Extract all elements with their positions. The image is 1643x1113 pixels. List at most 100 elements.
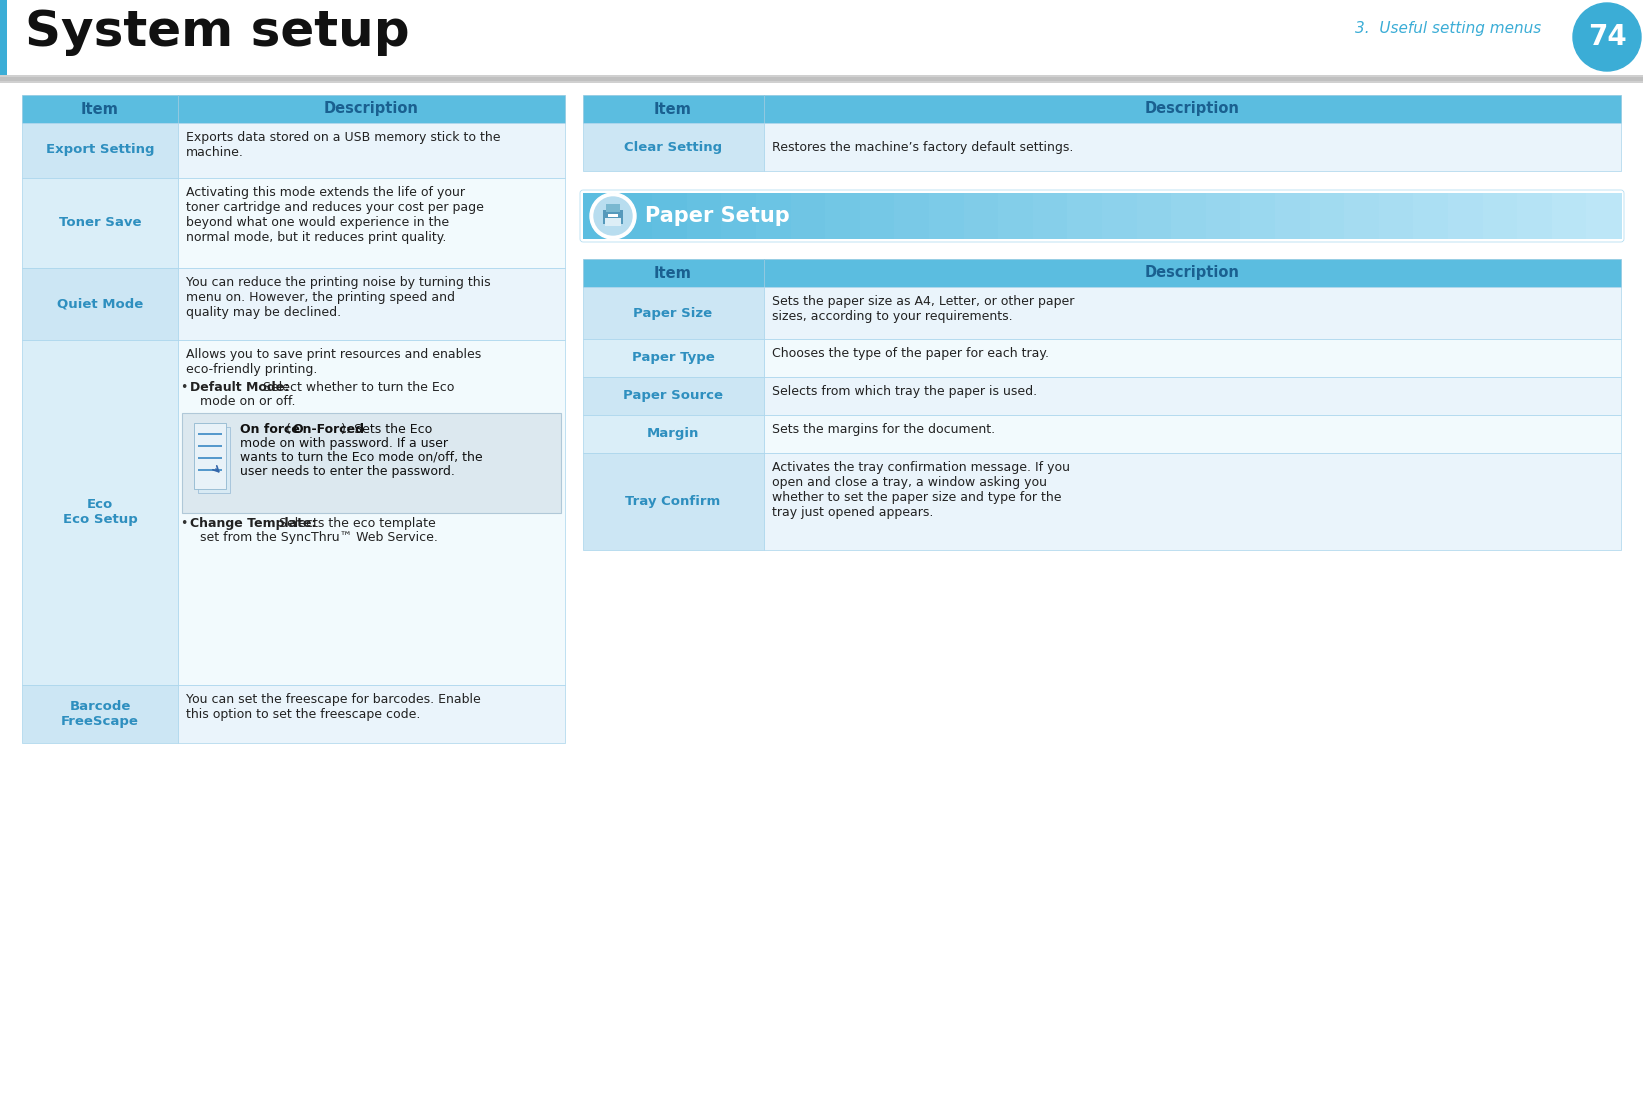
Bar (0, 0, 7, 75)
Bar (583, 287, 764, 339)
Bar (21, 684, 177, 743)
Bar (1516, 193, 1553, 239)
Text: Change Template:: Change Template: (191, 518, 317, 530)
Text: System setup: System setup (25, 8, 409, 56)
Text: Paper Setup: Paper Setup (646, 206, 790, 226)
Bar (721, 193, 757, 239)
Text: You can set the freescape for barcodes. Enable
this option to set the freescape : You can set the freescape for barcodes. … (186, 693, 481, 721)
Text: Paper Size: Paper Size (634, 306, 713, 319)
Circle shape (590, 193, 636, 239)
Bar (199, 433, 222, 435)
Bar (1447, 193, 1484, 239)
Bar (764, 124, 1622, 171)
Circle shape (595, 197, 633, 235)
Text: ): Sets the Eco: ): Sets the Eco (342, 423, 432, 436)
Text: You can reduce the printing noise by turning this
menu on. However, the printing: You can reduce the printing noise by tur… (186, 276, 491, 319)
Text: Restores the machine’s factory default settings.: Restores the machine’s factory default s… (772, 140, 1073, 154)
Bar (790, 193, 826, 239)
Text: 3.  Useful setting menus: 3. Useful setting menus (1355, 20, 1541, 36)
Bar (1413, 193, 1449, 239)
Text: user needs to enter the password.: user needs to enter the password. (240, 465, 455, 477)
Bar (1587, 193, 1622, 239)
Bar (21, 268, 177, 339)
Text: •: • (181, 518, 187, 530)
Text: wants to turn the Eco mode on/off, the: wants to turn the Eco mode on/off, the (240, 451, 483, 464)
Bar (1033, 193, 1068, 239)
Bar (21, 178, 177, 268)
Bar (199, 457, 222, 459)
Text: Description: Description (1145, 101, 1239, 117)
Bar (825, 193, 861, 239)
Bar (583, 415, 764, 453)
Bar (1137, 193, 1171, 239)
Bar (999, 193, 1033, 239)
Text: Eco
Eco Setup: Eco Eco Setup (62, 498, 138, 526)
Text: Barcode
FreeScape: Barcode FreeScape (61, 700, 140, 728)
Bar (583, 453, 764, 550)
Bar (928, 193, 964, 239)
Bar (687, 193, 723, 239)
Circle shape (1572, 3, 1641, 71)
Bar (199, 469, 222, 471)
Bar (0, 0, 1643, 75)
Text: Chooses the type of the paper for each tray.: Chooses the type of the paper for each t… (772, 347, 1048, 359)
Text: set from the SyncThru™ Web Service.: set from the SyncThru™ Web Service. (200, 531, 439, 544)
Text: Paper Source: Paper Source (623, 390, 723, 403)
Bar (583, 259, 1622, 287)
Bar (963, 193, 999, 239)
Bar (1551, 193, 1587, 239)
Bar (0, 77, 1643, 81)
Text: •: • (181, 381, 187, 394)
Text: Item: Item (81, 101, 118, 117)
Bar (1309, 193, 1346, 239)
Text: Clear Setting: Clear Setting (624, 140, 721, 154)
Bar (652, 193, 688, 239)
Text: Margin: Margin (647, 427, 700, 441)
Text: Selects the eco template: Selects the eco template (274, 518, 435, 530)
Bar (177, 684, 565, 743)
Text: Item: Item (654, 101, 692, 117)
Bar (583, 95, 1622, 124)
Bar (1344, 193, 1380, 239)
Bar (859, 193, 895, 239)
Text: Exports data stored on a USB memory stick to the
machine.: Exports data stored on a USB memory stic… (186, 131, 501, 159)
Text: mode on or off.: mode on or off. (200, 395, 296, 408)
Text: Description: Description (324, 101, 419, 117)
Bar (1378, 193, 1415, 239)
Bar (764, 453, 1622, 550)
Bar (21, 124, 177, 178)
Text: Description: Description (1145, 266, 1239, 280)
Bar (583, 339, 764, 377)
Text: mode on with password. If a user: mode on with password. If a user (240, 437, 449, 450)
Bar (1482, 193, 1518, 239)
Bar (199, 427, 230, 493)
Bar (605, 218, 621, 226)
Text: Default Mode:: Default Mode: (191, 381, 289, 394)
Bar (583, 193, 619, 239)
Text: Toner Save: Toner Save (59, 217, 141, 229)
Bar (182, 413, 560, 513)
Bar (1206, 193, 1242, 239)
Bar (606, 204, 619, 211)
Bar (1068, 193, 1102, 239)
Bar (1240, 193, 1277, 239)
Bar (194, 423, 227, 489)
Bar (177, 178, 565, 268)
Text: Quiet Mode: Quiet Mode (58, 297, 143, 311)
Text: Tray Confirm: Tray Confirm (626, 494, 721, 508)
Text: Activating this mode extends the life of your
toner cartridge and reduces your c: Activating this mode extends the life of… (186, 186, 485, 244)
Text: 74: 74 (1587, 23, 1627, 51)
Bar (764, 339, 1622, 377)
Text: Sets the margins for the document.: Sets the margins for the document. (772, 423, 996, 436)
Bar (583, 124, 764, 171)
Bar (1275, 193, 1311, 239)
Bar (1171, 193, 1208, 239)
Bar (177, 339, 565, 684)
Bar (583, 377, 764, 415)
Bar (764, 377, 1622, 415)
Bar (603, 210, 623, 224)
Bar (177, 268, 565, 339)
Text: Allows you to save print resources and enables
eco-friendly printing.: Allows you to save print resources and e… (186, 348, 481, 376)
Text: Export Setting: Export Setting (46, 144, 154, 157)
Bar (608, 214, 618, 217)
